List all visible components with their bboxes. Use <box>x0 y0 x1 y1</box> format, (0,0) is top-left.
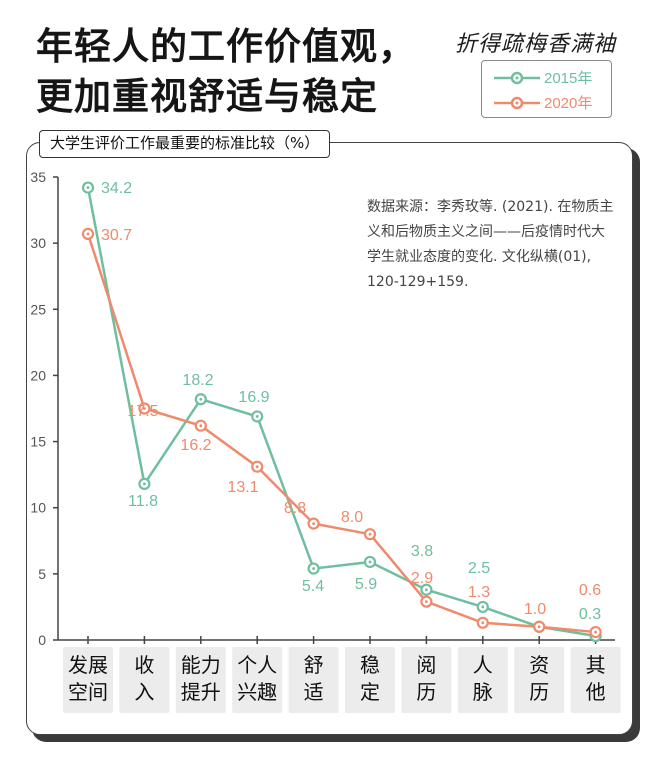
data-label: 5.4 <box>302 578 324 595</box>
data-point-center <box>199 397 203 401</box>
data-point-center <box>368 560 372 564</box>
legend-label-2020: 2020年 <box>544 95 593 112</box>
x-tick-label: 历 <box>529 680 549 704</box>
data-point-center <box>481 621 485 625</box>
chart-panel <box>26 142 633 735</box>
data-label: 11.8 <box>128 493 158 510</box>
headline: 年轻人的工作价值观， 更加重视舒适与稳定 <box>36 22 416 122</box>
legend-label-2015: 2015年 <box>544 70 593 87</box>
x-tick-label: 脉 <box>473 680 493 704</box>
y-tick-label: 25 <box>30 301 46 317</box>
legend-item-2015: 2015年 <box>482 66 612 90</box>
x-tick-background <box>119 647 170 713</box>
x-tick-label: 兴趣 <box>237 680 277 704</box>
data-label: 0.3 <box>579 606 601 623</box>
data-label: 16.9 <box>238 389 269 406</box>
series-line-2015 <box>86 187 596 638</box>
legend-marker-2020-icon <box>494 96 540 110</box>
data-point-center <box>143 407 146 410</box>
y-tick-label: 30 <box>30 235 46 251</box>
x-tick-label: 个人 <box>237 653 277 677</box>
data-label: 30.7 <box>101 227 132 244</box>
data-point-center <box>425 588 428 592</box>
data-label: 34.2 <box>101 180 132 197</box>
data-point-center <box>255 465 259 469</box>
data-point-center <box>594 630 597 634</box>
data-label: 2.5 <box>468 560 490 577</box>
x-tick-background <box>457 647 508 713</box>
data-point-center <box>312 567 315 570</box>
data-label: 8.0 <box>341 509 363 526</box>
x-tick-label: 他 <box>586 680 606 704</box>
legend-marker-2015-icon <box>494 71 540 85</box>
data-label: 18.2 <box>182 372 213 389</box>
x-tick-label: 稳 <box>360 653 380 677</box>
y-tick-label: 35 <box>30 169 46 185</box>
y-tick-label: 20 <box>30 367 46 383</box>
x-tick-label: 收 <box>134 653 154 677</box>
y-tick-label: 0 <box>38 632 46 648</box>
data-label: 1.3 <box>468 584 490 601</box>
data-label: 13.1 <box>227 479 258 496</box>
x-tick-background <box>175 647 226 713</box>
y-tick-label: 10 <box>30 500 46 516</box>
data-label: 3.8 <box>411 543 433 560</box>
x-tick-label: 阅 <box>416 653 436 677</box>
y-tick-label: 5 <box>38 566 46 582</box>
x-tick-label: 资 <box>529 653 549 677</box>
data-point-center <box>537 625 541 629</box>
x-tick-background <box>232 647 283 713</box>
data-label: 8.8 <box>284 500 306 517</box>
x-tick-background <box>401 647 452 713</box>
y-tick-label: 15 <box>30 434 46 450</box>
x-tick-label: 其 <box>586 653 606 677</box>
x-tick-label: 历 <box>416 680 436 704</box>
data-label: 17.5 <box>127 403 158 420</box>
data-point-center <box>143 482 146 486</box>
chart-title: 大学生评价工作最重要的标准比较（%） <box>39 130 331 158</box>
author-signature: 折得疏梅香满袖 <box>455 32 617 57</box>
x-tick-background <box>345 647 395 713</box>
source-note: 数据来源：李秀玫等. (2021). 在物质主义和后物质主义之间——后疫情时代大… <box>367 199 614 290</box>
series-line-2020 <box>86 233 596 634</box>
legend-item-2020: 2020年 <box>482 91 612 115</box>
x-tick-label: 能力 <box>181 653 221 677</box>
x-tick-background <box>288 647 339 713</box>
x-tick-label: 提升 <box>181 680 221 704</box>
data-label: 0.6 <box>579 582 601 599</box>
data-point-center <box>255 415 259 418</box>
data-label: 2.9 <box>411 570 433 587</box>
x-tick-label: 适 <box>304 680 324 704</box>
data-point-center <box>199 424 203 428</box>
x-tick-background <box>514 647 565 713</box>
x-tick-background <box>570 647 621 713</box>
x-tick-label: 空间 <box>68 680 108 704</box>
data-point-center <box>86 186 90 189</box>
x-tick-label: 发展 <box>68 653 108 677</box>
x-tick-label: 定 <box>360 680 380 704</box>
headline-line-2: 更加重视舒适与稳定 <box>36 75 378 118</box>
data-label: 5.9 <box>355 576 377 593</box>
data-point-center <box>368 532 372 536</box>
data-point-center <box>481 605 485 609</box>
data-point-center <box>425 600 428 604</box>
x-tick-background <box>63 647 113 713</box>
data-point-center <box>312 522 315 525</box>
headline-line-1: 年轻人的工作价值观， <box>36 25 416 68</box>
legend: 2015年 2020年 <box>481 60 612 118</box>
data-label: 16.2 <box>180 437 211 454</box>
data-point-center <box>86 232 90 236</box>
x-tick-label: 舒 <box>304 653 324 677</box>
x-tick-label: 入 <box>134 680 154 704</box>
data-label: 1.0 <box>524 601 546 618</box>
x-tick-label: 人 <box>473 653 493 677</box>
